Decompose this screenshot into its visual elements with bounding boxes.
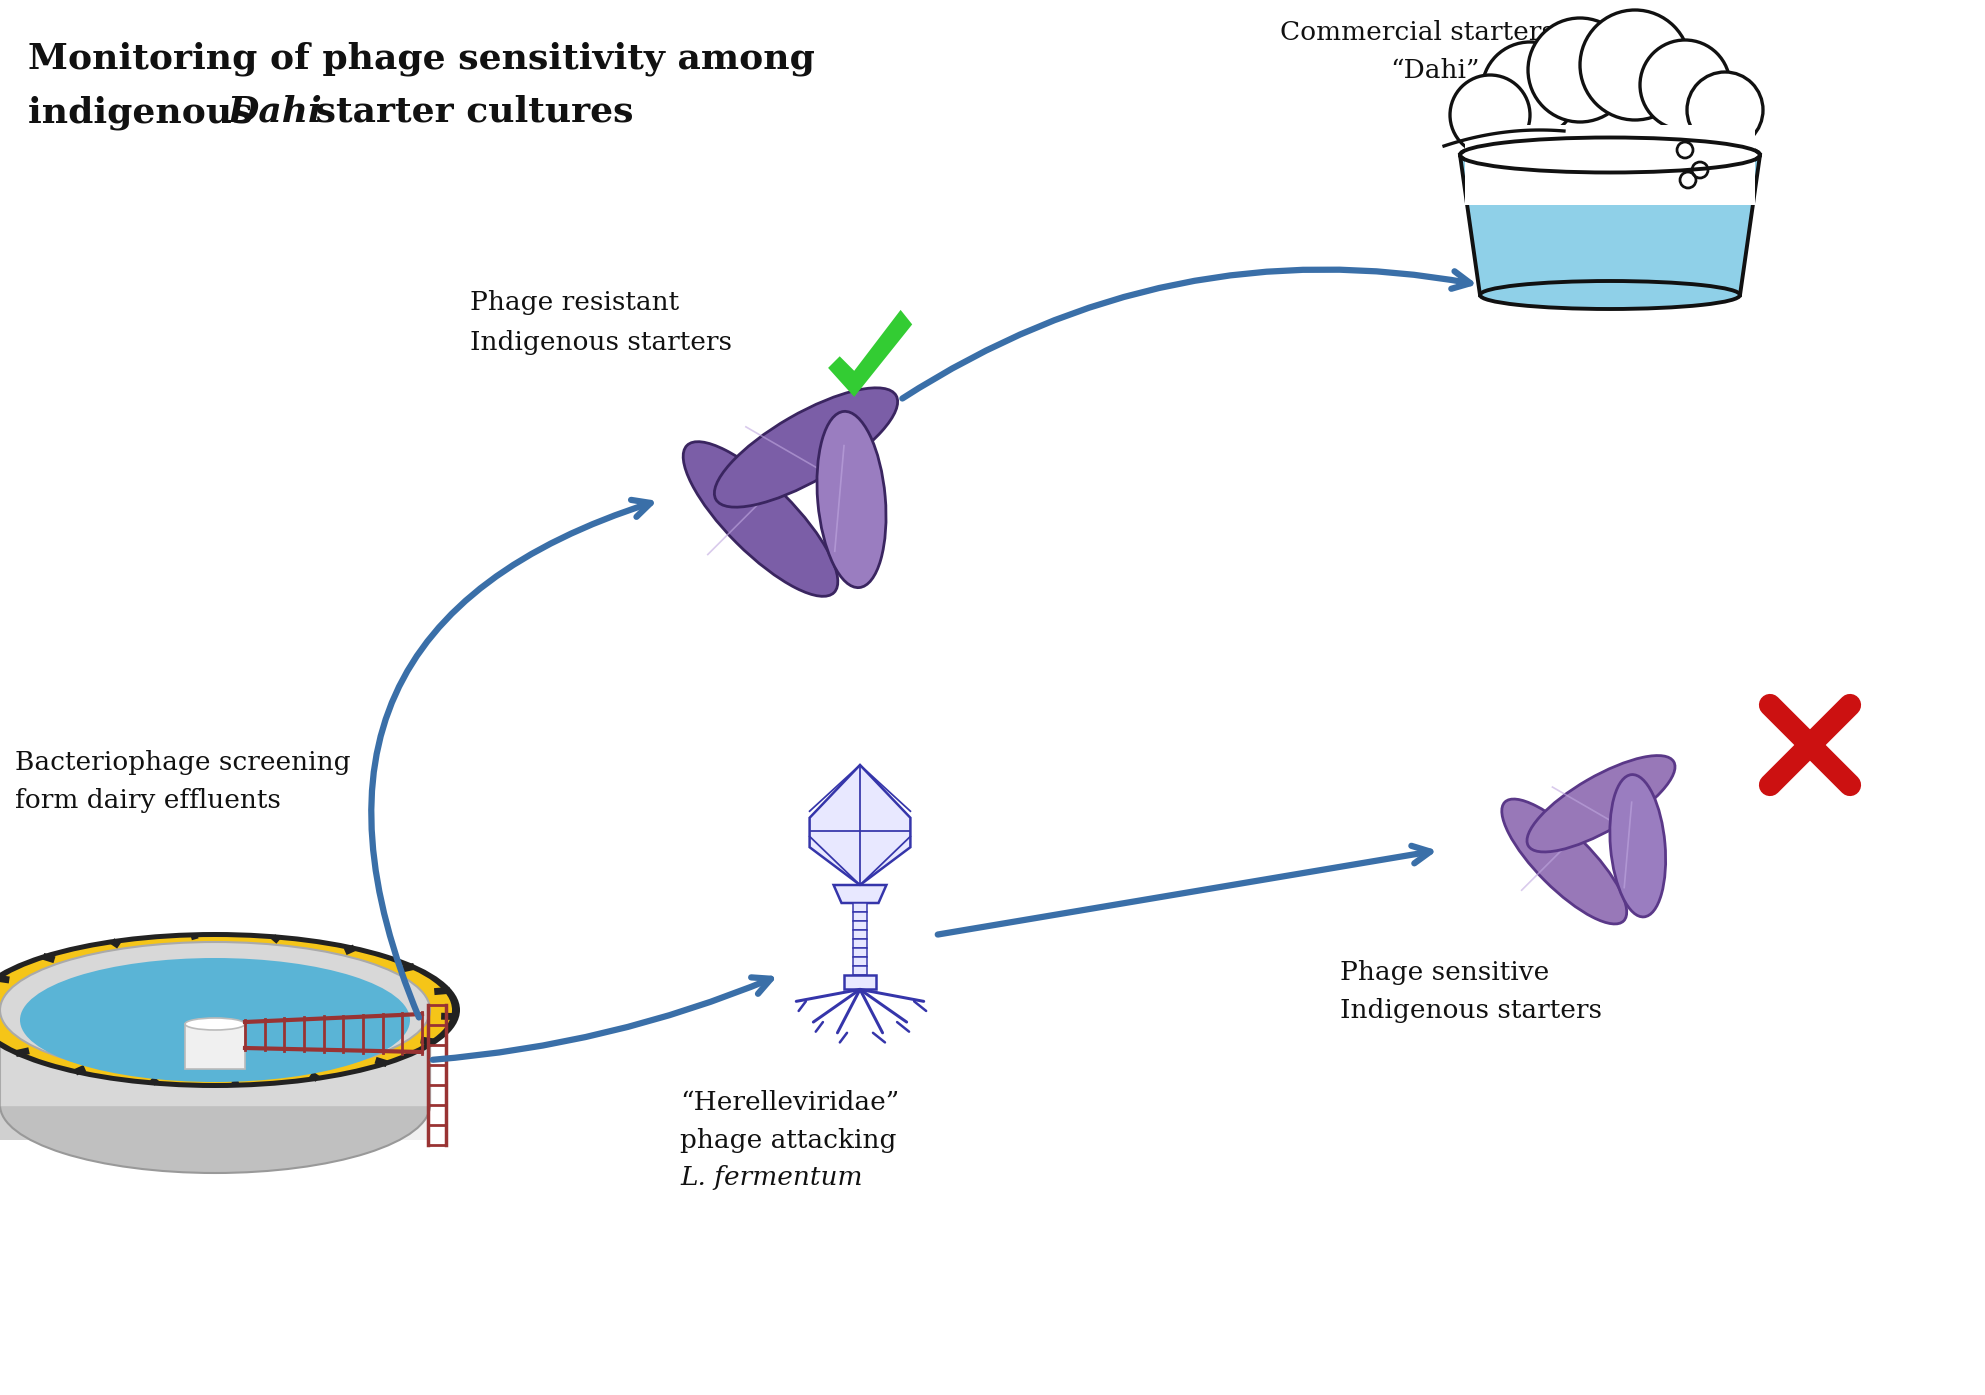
Ellipse shape (1481, 280, 1741, 310)
Ellipse shape (185, 1018, 244, 1030)
Ellipse shape (1610, 774, 1665, 917)
Polygon shape (834, 884, 887, 903)
Ellipse shape (818, 412, 885, 587)
Ellipse shape (0, 1036, 431, 1173)
Text: Monitoring of phage sensitivity among: Monitoring of phage sensitivity among (28, 42, 816, 77)
Bar (854, 912, 867, 921)
Text: “Herelleviridae”: “Herelleviridae” (681, 1089, 899, 1115)
Ellipse shape (715, 388, 897, 508)
Ellipse shape (1461, 138, 1761, 173)
Ellipse shape (1467, 140, 1755, 172)
Bar (854, 921, 867, 930)
Text: Bacteriophage screening: Bacteriophage screening (16, 751, 351, 776)
Circle shape (1449, 75, 1530, 155)
Bar (143, 1105, 179, 1140)
Polygon shape (0, 1010, 431, 1105)
Bar (854, 939, 867, 949)
Ellipse shape (1503, 799, 1626, 923)
Bar (395, 1105, 431, 1140)
Bar (359, 1105, 395, 1140)
Text: L. fermentum: L. fermentum (681, 1165, 863, 1190)
Bar (854, 949, 867, 957)
Bar (854, 957, 867, 965)
Ellipse shape (683, 442, 838, 596)
Bar (179, 1105, 214, 1140)
Ellipse shape (1475, 70, 1745, 160)
Bar (854, 930, 867, 939)
Polygon shape (1461, 155, 1761, 294)
Ellipse shape (0, 937, 453, 1083)
Polygon shape (810, 764, 911, 884)
Text: Indigenous starters: Indigenous starters (470, 331, 732, 354)
Text: indigenous: indigenous (28, 95, 266, 130)
Text: form dairy effluents: form dairy effluents (16, 788, 280, 813)
Bar (185, 1024, 244, 1069)
Circle shape (1483, 42, 1578, 138)
Circle shape (1687, 73, 1763, 148)
Text: Phage sensitive: Phage sensitive (1340, 960, 1548, 985)
Circle shape (1528, 18, 1632, 121)
Bar (0, 1105, 36, 1140)
Bar (286, 1105, 322, 1140)
Polygon shape (828, 310, 913, 398)
Bar (322, 1105, 359, 1140)
Bar (107, 1105, 143, 1140)
Bar (854, 965, 867, 975)
Text: “Dahi”: “Dahi” (1390, 59, 1479, 82)
Bar (214, 1105, 250, 1140)
Ellipse shape (1526, 756, 1675, 852)
Ellipse shape (20, 958, 411, 1083)
Text: Indigenous starters: Indigenous starters (1340, 997, 1602, 1023)
Text: Commercial starters for: Commercial starters for (1280, 20, 1602, 45)
Bar (1465, 126, 1755, 205)
Ellipse shape (0, 942, 431, 1078)
Circle shape (1640, 40, 1731, 130)
Bar (854, 903, 867, 912)
Ellipse shape (1479, 138, 1743, 193)
Text: Dahi: Dahi (228, 95, 324, 128)
Text: starter cultures: starter cultures (304, 95, 633, 128)
Bar (36, 1105, 71, 1140)
Bar (844, 975, 875, 989)
Circle shape (1580, 10, 1689, 120)
Bar (71, 1105, 107, 1140)
Bar (250, 1105, 286, 1140)
Ellipse shape (0, 932, 461, 1088)
Text: phage attacking: phage attacking (681, 1129, 897, 1154)
Text: Phage resistant: Phage resistant (470, 290, 679, 315)
